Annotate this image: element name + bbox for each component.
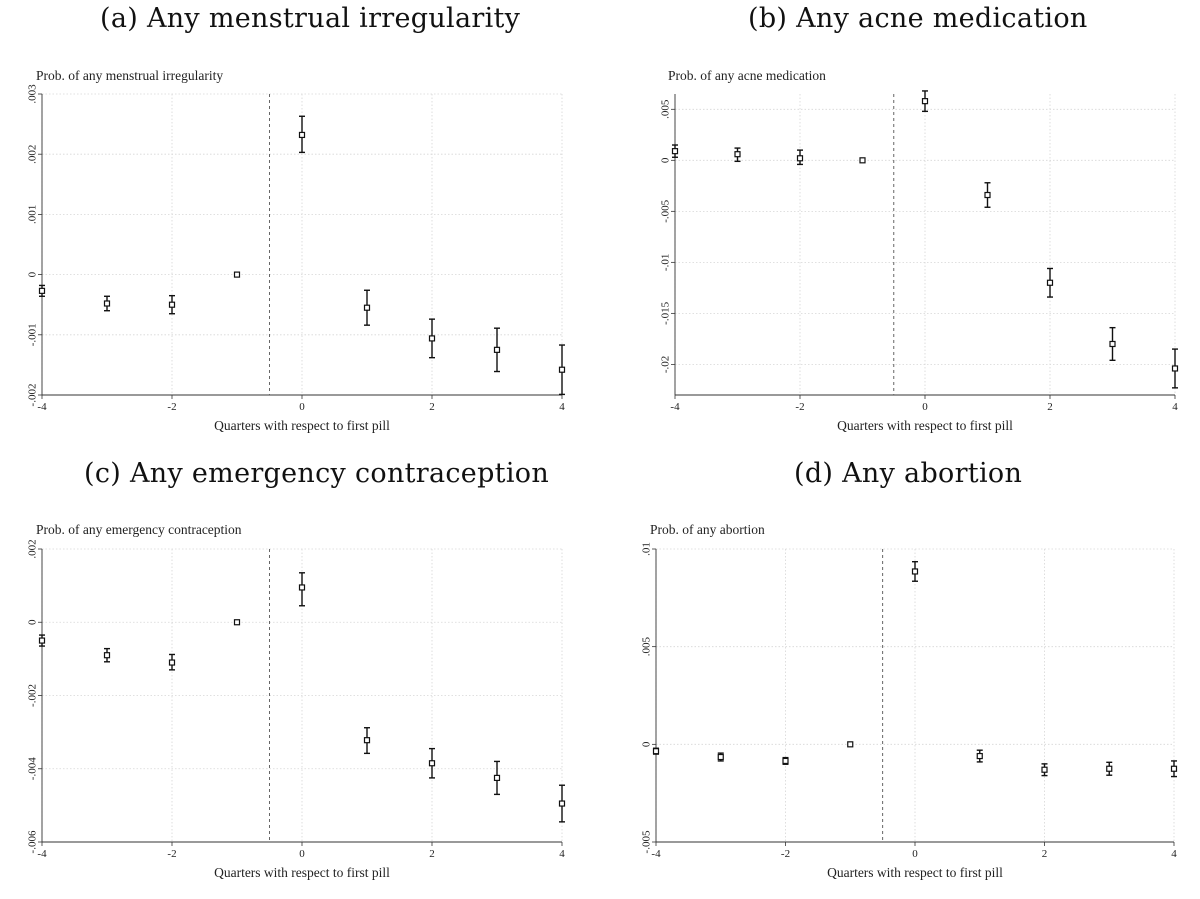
data-point (1046, 279, 1054, 286)
chart-panel-c: (c) Any emergency contraception -.006 -.0… (0, 455, 600, 899)
chart-panel-a: (a) Any menstrual irregularity -.002 -.00… (0, 0, 600, 450)
y-tick-label: 0 (641, 741, 653, 747)
x-tick-label: 4 (1172, 401, 1178, 413)
x-tick-label: -4 (37, 401, 47, 413)
y-tick-label: -.002 (27, 384, 39, 407)
x-tick-label: 2 (1047, 401, 1053, 413)
y-tick-label: 0 (27, 271, 39, 277)
data-point (1041, 766, 1048, 773)
y-tick-label: -.02 (660, 356, 672, 373)
panel-title: (b) Any acne medication (748, 3, 1088, 34)
data-point (734, 151, 741, 158)
chart-d-svg: -.005 0 .005 .01 -4 -2 0 2 4 Prob. of any abortio… (641, 522, 1178, 880)
data-point (168, 659, 176, 666)
data-point (103, 300, 111, 307)
y-tick-label: .01 (641, 542, 653, 556)
x-tick-label: -2 (795, 401, 804, 413)
data-point (1170, 765, 1178, 772)
data-point (796, 155, 804, 162)
y-tick-label: .003 (27, 84, 39, 104)
y-tick-label: .002 (27, 145, 39, 164)
chart-a-svg: -.002 -.001 0 .001 .002 .003 -4 -2 0 2 4 Prob. of a… (27, 68, 566, 433)
data-point (428, 335, 436, 342)
x-tick-label: -2 (167, 401, 176, 413)
data-point (233, 619, 241, 626)
data-point (558, 800, 566, 807)
x-tick-label: 0 (299, 848, 305, 860)
x-tick-label: 0 (299, 401, 305, 413)
data-point (363, 304, 371, 311)
panel-title: (a) Any menstrual irregularity (100, 3, 521, 34)
y-tick-label: -.01 (660, 254, 672, 271)
x-tick-label: 2 (429, 848, 435, 860)
x-tick-label: -4 (670, 401, 680, 413)
x-tick-label: -4 (651, 848, 661, 860)
chart-b-svg: -.02 -.015 -.01 -.005 0 .005 -4 -2 0 2 4 Prob. of a… (660, 68, 1179, 433)
y-tick-label: 0 (660, 157, 672, 163)
chart-c-svg: -.006 -.004 -.002 0 .002 -4 -2 0 2 4 Prob. of any … (27, 522, 566, 880)
data-point (103, 652, 111, 659)
y-tick-label: -.002 (27, 684, 39, 707)
x-tick-label: -4 (37, 848, 47, 860)
data-point (233, 271, 241, 278)
y-tick-label: .002 (27, 539, 39, 558)
x-tick-label: 4 (559, 848, 565, 860)
y-axis-label: Prob. of any acne medication (668, 68, 826, 83)
y-tick-label: 0 (27, 619, 39, 625)
y-tick-label: .005 (641, 637, 653, 657)
y-tick-label: -.001 (27, 323, 39, 346)
y-tick-label: -.015 (660, 301, 672, 324)
data-point (1109, 340, 1116, 348)
data-point (298, 584, 306, 591)
x-tick-label: -2 (781, 848, 790, 860)
x-axis-label: Quarters with respect to first pill (214, 865, 390, 880)
y-axis-label: Prob. of any emergency contraception (36, 522, 242, 537)
data-point (782, 757, 789, 765)
data-point (717, 753, 724, 761)
data-point (38, 637, 46, 644)
data-point (911, 568, 919, 575)
y-tick-label: .005 (660, 99, 672, 119)
data-point (298, 131, 306, 139)
data-point (984, 191, 991, 199)
x-tick-label: 4 (1171, 848, 1177, 860)
data-point (363, 737, 371, 744)
y-tick-label: -.005 (660, 199, 672, 222)
x-tick-label: -2 (167, 848, 176, 860)
panel-title: (d) Any abortion (794, 458, 1023, 489)
data-point (38, 287, 46, 294)
x-tick-label: 2 (1042, 848, 1048, 860)
x-axis-label: Quarters with respect to first pill (837, 418, 1013, 433)
data-point (859, 157, 866, 164)
data-point (428, 760, 436, 767)
data-point (493, 346, 501, 353)
data-point (847, 741, 854, 748)
y-tick-label: -.006 (27, 830, 39, 853)
y-tick-label: .001 (27, 205, 39, 224)
data-point (671, 148, 679, 155)
panel-title: (c) Any emergency contraception (84, 458, 550, 489)
chart-panel-b: (b) Any acne medication -.02 -.015 -.01 -.0… (600, 0, 1200, 450)
data-point (976, 752, 983, 760)
chart-panel-d: (d) Any abortion -.005 0 .005 .01 -4 -2 0 2 4 Pro… (600, 455, 1200, 899)
y-axis-label: Prob. of any menstrual irregularity (36, 68, 223, 83)
x-tick-label: 4 (559, 401, 565, 413)
data-point (493, 774, 501, 782)
x-tick-label: 2 (429, 401, 435, 413)
data-point (558, 366, 566, 373)
data-point (168, 301, 176, 308)
x-axis-label: Quarters with respect to first pill (214, 418, 390, 433)
y-axis-label: Prob. of any abortion (650, 522, 765, 537)
x-axis-label: Quarters with respect to first pill (827, 865, 1003, 880)
x-tick-label: 0 (912, 848, 918, 860)
data-point (1171, 365, 1179, 372)
y-tick-label: -.004 (27, 757, 39, 780)
data-point (921, 98, 929, 105)
x-tick-label: 0 (922, 401, 928, 413)
y-tick-label: -.005 (641, 830, 653, 853)
data-point (1106, 765, 1113, 772)
data-point (652, 748, 660, 755)
